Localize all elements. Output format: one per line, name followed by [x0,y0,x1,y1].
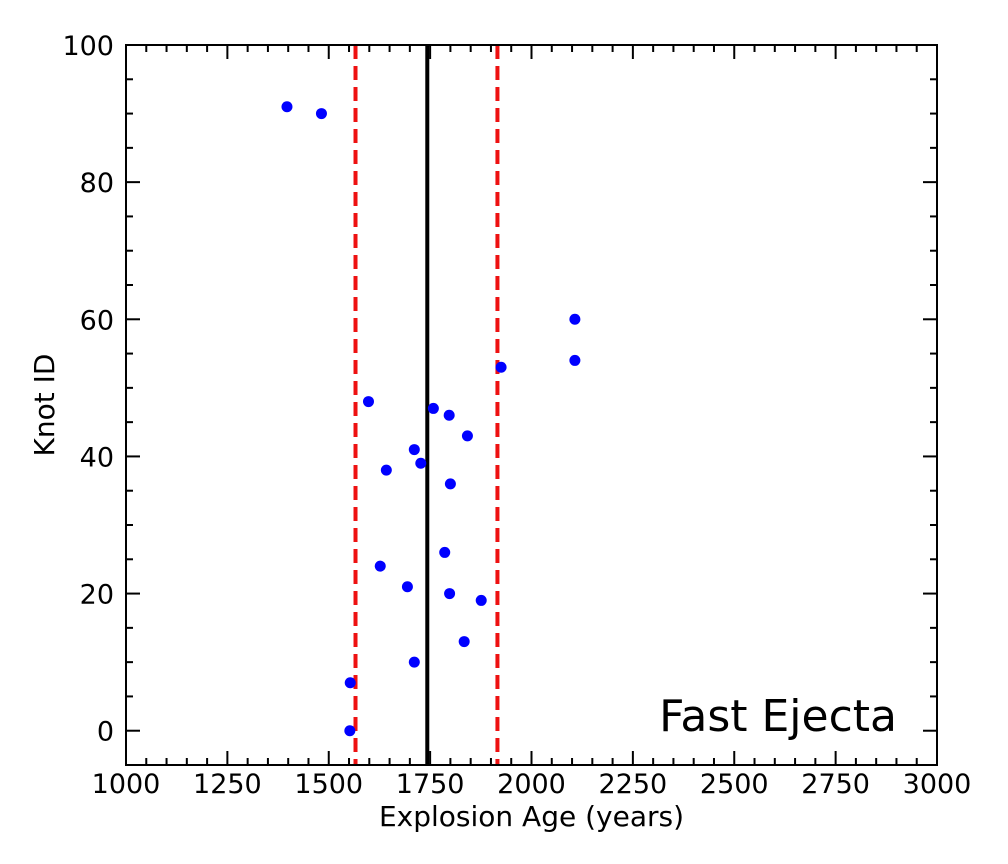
data-point [362,396,374,408]
data-point [401,581,413,593]
data-point [569,354,581,366]
data-point [281,101,293,113]
data-point [458,636,470,648]
data-point [439,546,451,558]
y-tick-label: 0 [97,717,114,748]
data-point [415,457,427,469]
data-point [315,108,327,120]
x-tick-label: 2250 [599,769,668,800]
data-point [427,402,439,414]
data-point [495,361,507,373]
data-point [408,656,420,668]
x-tick-label: 3000 [903,769,972,800]
data-point [408,444,420,456]
data-point [461,430,473,442]
y-tick-label: 60 [80,305,114,336]
y-tick-label: 40 [80,442,114,473]
data-point [443,409,455,421]
y-tick-label: 20 [80,580,114,611]
x-axis-label: Explosion Age (years) [379,800,684,833]
y-axis-ticks: 0 20 40 60 80 100 [62,31,937,766]
reference-lines [353,45,500,765]
x-axis-ticks: 1000 1250 1500 1750 2000 2250 2500 2750 3000 [92,45,972,800]
y-tick-label: 80 [80,168,114,199]
data-point [444,478,456,490]
chart-annotation: Fast Ejecta [659,691,897,742]
data-point [475,594,487,606]
x-tick-label: 1250 [193,769,262,800]
data-point [374,560,386,572]
plot-frame [125,44,938,766]
x-tick-label: 2500 [700,769,769,800]
data-point [569,313,581,325]
x-tick-label: 1500 [294,769,363,800]
data-point [344,677,356,689]
data-points [281,101,581,737]
data-point [380,464,392,476]
x-tick-label: 1750 [396,769,465,800]
x-tick-label: 2750 [801,769,870,800]
x-tick-label: 1000 [92,769,161,800]
x-tick-label: 2000 [497,769,566,800]
y-axis-label: Knot ID [28,354,61,457]
y-tick-label: 100 [62,31,114,62]
data-point [344,725,356,737]
data-point [444,588,456,600]
